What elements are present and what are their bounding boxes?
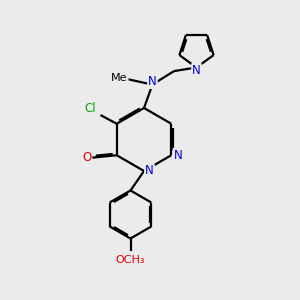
- Text: O: O: [82, 151, 91, 164]
- Text: Me: Me: [111, 73, 128, 83]
- Text: N: N: [192, 64, 201, 77]
- Text: N: N: [173, 149, 182, 162]
- Text: Cl: Cl: [84, 102, 95, 115]
- Text: N: N: [148, 75, 157, 88]
- Text: N: N: [145, 164, 154, 178]
- Text: OCH₃: OCH₃: [116, 255, 145, 265]
